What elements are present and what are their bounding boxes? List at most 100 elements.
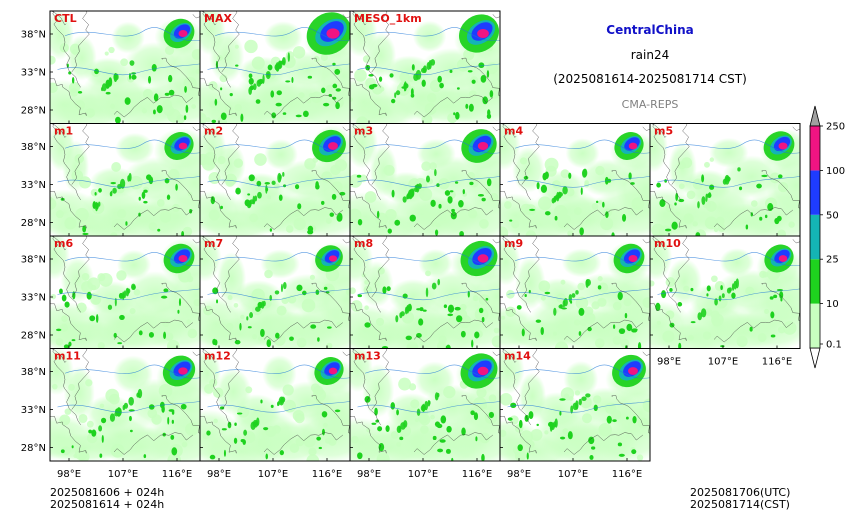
light-rain-cell xyxy=(611,409,622,420)
moderate-rain-cell xyxy=(391,189,395,198)
light-rain-cell xyxy=(61,315,68,322)
panel-label: m13 xyxy=(354,350,381,363)
moderate-rain-cell xyxy=(770,334,776,338)
rain-band-cell xyxy=(714,298,718,306)
light-rain-cell xyxy=(552,180,561,189)
moderate-rain-cell xyxy=(568,172,572,179)
light-rain-cell xyxy=(715,216,725,226)
light-rain-cell xyxy=(75,207,89,222)
extreme-rain-core xyxy=(628,142,638,150)
map-field xyxy=(350,11,500,124)
light-rain-cell xyxy=(167,453,181,461)
moderate-rain-cell xyxy=(465,103,469,109)
river xyxy=(364,27,500,42)
moderate-rain-cell xyxy=(749,326,753,332)
light-rain-cell xyxy=(350,287,356,295)
moderate-rain-cell xyxy=(529,208,536,211)
light-rain-cell xyxy=(776,272,781,277)
light-rain-cell xyxy=(289,443,300,453)
forecast-panel: m3 xyxy=(349,123,501,237)
moderate-rain-cell xyxy=(128,409,135,412)
light-rain-cell xyxy=(306,454,320,461)
light-rain-area xyxy=(518,372,547,420)
light-rain-cell xyxy=(710,310,720,320)
light-rain-cell xyxy=(183,76,197,91)
light-rain-cell xyxy=(406,341,419,349)
province-boundary xyxy=(502,236,531,313)
rain-band-cell xyxy=(252,195,256,205)
moderate-rain-cell xyxy=(71,445,74,449)
moderate-rain-cell xyxy=(240,113,244,122)
light-rain-cell xyxy=(331,181,343,193)
moderate-rain-cell xyxy=(317,337,320,342)
lat-tick-label: 33°N xyxy=(21,68,46,79)
light-rain-cell xyxy=(525,440,535,449)
moderate-rain-cell xyxy=(664,179,668,183)
moderate-rain-cell xyxy=(518,419,523,429)
light-rain-cell xyxy=(292,409,305,422)
light-rain-cell xyxy=(662,330,675,343)
rain-band-cell xyxy=(265,184,268,194)
river xyxy=(364,252,500,267)
map-field xyxy=(200,348,350,461)
period-title: (2025081614-2025081714 CST) xyxy=(553,72,747,86)
rain-band-cell xyxy=(575,290,579,295)
rain-band-cell xyxy=(109,413,116,422)
rain-band-cell xyxy=(431,282,437,290)
moderate-rain-cell xyxy=(263,427,269,431)
colorbar-frame xyxy=(809,125,821,349)
light-rain-cell xyxy=(473,396,487,411)
light-rain-cell xyxy=(713,227,719,233)
moderate-rain-cell xyxy=(223,449,226,457)
light-rain-cell xyxy=(501,315,506,320)
panel-label: MAX xyxy=(204,12,232,25)
province-boundary xyxy=(492,126,500,131)
light-rain-cell xyxy=(574,390,581,396)
light-rain-cell xyxy=(350,208,362,223)
moderate-rain-cell xyxy=(770,311,775,319)
moderate-rain-cell xyxy=(385,425,390,432)
light-rain-cell xyxy=(108,46,115,54)
light-rain-cell xyxy=(142,88,153,99)
light-rain-cell xyxy=(97,273,106,282)
light-rain-cell xyxy=(257,336,263,341)
light-rain-cell xyxy=(285,225,294,233)
panel-label: MESO_1km xyxy=(354,12,422,25)
moderate-rain-cell xyxy=(334,68,341,75)
moderate-rain-cell xyxy=(559,398,566,401)
extreme-rain-core xyxy=(178,30,188,37)
light-rain-cell xyxy=(293,209,301,217)
init-time-cst: 2025081614 + 024h xyxy=(50,498,165,511)
province-boundary xyxy=(113,94,194,118)
light-rain-cell xyxy=(573,319,581,326)
moderate-rain-cell xyxy=(266,339,272,348)
rain-band-cell xyxy=(420,67,427,74)
light-rain-area xyxy=(87,281,138,315)
light-rain-cell xyxy=(472,295,479,302)
light-rain-cell xyxy=(227,295,233,301)
rain-band-cell xyxy=(275,62,280,72)
light-rain-cell xyxy=(245,386,253,394)
rain-band-cell xyxy=(706,193,712,198)
moderate-rain-cell xyxy=(588,436,595,445)
moderate-rain-cell xyxy=(706,285,711,292)
light-rain-cell xyxy=(362,55,371,63)
province-boundary xyxy=(792,126,800,131)
moderate-rain-cell xyxy=(323,102,330,107)
light-rain-cell xyxy=(419,414,431,426)
moderate-rain-cell xyxy=(773,294,778,299)
moderate-rain-cell xyxy=(507,417,513,421)
moderate-rain-cell xyxy=(247,193,251,196)
light-rain-cell xyxy=(759,270,767,279)
moderate-rain-cell xyxy=(294,184,300,190)
river xyxy=(514,139,650,154)
rain-band-cell xyxy=(417,183,422,189)
moderate-rain-cell xyxy=(524,293,527,298)
light-rain-cell xyxy=(562,428,569,435)
province-boundary xyxy=(192,126,200,131)
moderate-rain-cell xyxy=(171,447,178,456)
forecast-panel: m12 xyxy=(199,348,351,462)
province-boundary xyxy=(52,11,81,88)
light-rain-cell xyxy=(488,394,497,403)
light-rain-cell xyxy=(425,270,431,277)
